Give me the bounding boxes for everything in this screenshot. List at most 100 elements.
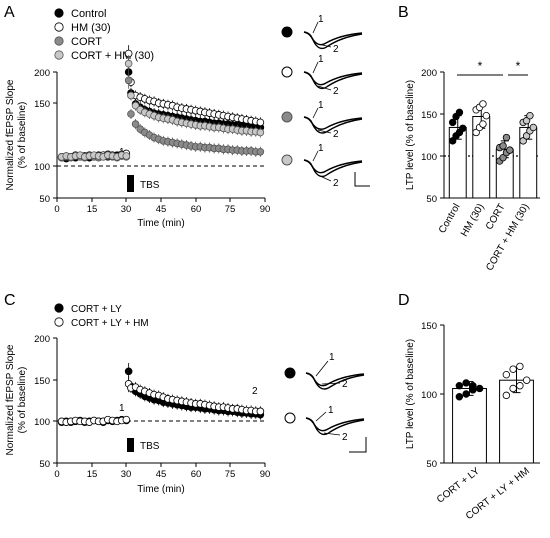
scale-bar bbox=[349, 437, 367, 453]
x-tick-label: 90 bbox=[260, 204, 271, 215]
x-tick-label: 45 bbox=[156, 469, 167, 480]
y-ticks-d: 150 100 50 bbox=[421, 321, 444, 470]
data-point bbox=[131, 101, 140, 110]
trace-label-1: 1 bbox=[318, 143, 324, 154]
trace-label-1: 1 bbox=[328, 405, 334, 416]
y-tick-label: 150 bbox=[34, 99, 50, 110]
y-tick-label: 100 bbox=[421, 390, 437, 401]
panel-a: A Control HM (30) CORT CORT + HM (30) 20… bbox=[4, 4, 270, 229]
data-point bbox=[459, 124, 467, 132]
y-ticks-a: 200 150 100 50 bbox=[34, 68, 57, 205]
data-point bbox=[469, 382, 477, 390]
trace-cort-ly-hm bbox=[305, 411, 365, 436]
legend-marker bbox=[54, 22, 64, 32]
y-axis-label: Normalized fEPSP Slope bbox=[5, 79, 16, 190]
y-tick-label: 100 bbox=[34, 417, 50, 428]
plot-area-c bbox=[57, 363, 265, 426]
scale-bar bbox=[354, 172, 370, 187]
y-ticks-c: 200 150 100 50 bbox=[34, 334, 57, 470]
x-tick-label: 15 bbox=[87, 204, 98, 215]
trace-label-2: 2 bbox=[333, 86, 339, 97]
x-tick-label: 30 bbox=[121, 469, 132, 480]
data-point bbox=[502, 370, 511, 379]
y-tick-label: 100 bbox=[421, 152, 437, 163]
series-cort-hm-30- bbox=[57, 55, 265, 161]
y-ticks-b: 200 150 100 50 bbox=[421, 68, 444, 205]
panel-b: B 200 150 100 50 LTP level (% of baselin… bbox=[398, 4, 540, 273]
plot-area-d bbox=[452, 362, 534, 464]
legend-marker bbox=[54, 36, 64, 46]
trace-cort-ly bbox=[305, 360, 365, 390]
x-tick-label: 30 bbox=[121, 204, 132, 215]
trace-legend-marker bbox=[284, 367, 296, 379]
trace-cort-hm bbox=[303, 150, 363, 182]
y-tick-label: 200 bbox=[34, 68, 50, 79]
y-tick-label: 50 bbox=[426, 459, 437, 470]
y-tick-label: 150 bbox=[34, 376, 50, 387]
y-tick-label: 150 bbox=[421, 110, 437, 121]
y-tick-label: 100 bbox=[34, 162, 50, 173]
data-point bbox=[131, 120, 140, 128]
data-point bbox=[122, 415, 131, 424]
y-tick-label: 200 bbox=[34, 334, 50, 345]
data-point bbox=[522, 117, 531, 125]
category-label: HM (30) bbox=[459, 202, 487, 239]
significance-b: * * bbox=[457, 59, 528, 76]
x-ticks-c: 0 15 30 45 60 75 90 bbox=[54, 463, 270, 480]
data-point bbox=[455, 393, 464, 401]
data-point bbox=[522, 132, 531, 140]
legend-marker bbox=[54, 8, 64, 18]
y-axis-label: Normalized fEPSP Slope bbox=[5, 344, 16, 455]
data-point bbox=[509, 384, 517, 393]
data-point bbox=[256, 407, 265, 416]
panel-c: C CORT + LY CORT + LY + HM 200 150 100 5… bbox=[4, 292, 270, 495]
data-point bbox=[462, 379, 470, 387]
data-point bbox=[256, 118, 265, 127]
panel-letter-b: B bbox=[398, 4, 409, 21]
significance-star: * bbox=[478, 59, 483, 73]
plot-area-b bbox=[448, 100, 538, 199]
data-point bbox=[509, 365, 517, 373]
x-axis-label: Time (min) bbox=[137, 218, 184, 229]
data-point bbox=[529, 123, 538, 132]
trace-label-1: 1 bbox=[318, 14, 324, 25]
data-point bbox=[479, 120, 487, 128]
data-point bbox=[124, 76, 133, 85]
data-point bbox=[522, 376, 531, 384]
trace-cort bbox=[303, 107, 363, 134]
trace-legend-marker bbox=[281, 66, 293, 78]
data-point bbox=[256, 128, 265, 137]
trace-label-1: 1 bbox=[329, 352, 335, 363]
data-point bbox=[499, 153, 507, 162]
category-label: Control bbox=[437, 202, 463, 235]
data-point bbox=[499, 142, 507, 150]
x-tick-label: 75 bbox=[225, 469, 236, 480]
panel-letter-a: A bbox=[4, 4, 15, 21]
data-point bbox=[127, 110, 135, 118]
trace-label-2: 2 bbox=[333, 178, 339, 189]
tbs-label: TBS bbox=[140, 180, 160, 191]
tbs-marker bbox=[127, 438, 134, 452]
traces-a: 1 2 1 2 1 2 1 2 bbox=[281, 14, 370, 189]
data-point bbox=[502, 133, 511, 142]
category-label: CORT bbox=[484, 202, 508, 232]
data-point bbox=[506, 146, 514, 154]
legend-label: CORT + HM (30) bbox=[71, 50, 154, 62]
y-tick-label: 50 bbox=[39, 459, 50, 470]
traces-c: 1 2 1 2 bbox=[284, 352, 367, 453]
panel-letter-d: D bbox=[398, 292, 410, 309]
legend-marker bbox=[54, 303, 64, 313]
plot-area-a bbox=[57, 45, 265, 163]
y-tick-label: 200 bbox=[421, 68, 437, 79]
data-point bbox=[448, 118, 457, 127]
timepoint-1-label: 1 bbox=[119, 403, 125, 414]
trace-label-1: 1 bbox=[318, 54, 324, 65]
x-tick-label: 75 bbox=[225, 204, 236, 215]
data-point bbox=[124, 59, 133, 68]
x-tick-label: 15 bbox=[87, 469, 98, 480]
tbs-marker bbox=[127, 175, 134, 192]
legend-label: CORT + LY + HM bbox=[71, 318, 149, 329]
data-point bbox=[475, 384, 484, 393]
trace-label-2: 2 bbox=[342, 432, 348, 443]
